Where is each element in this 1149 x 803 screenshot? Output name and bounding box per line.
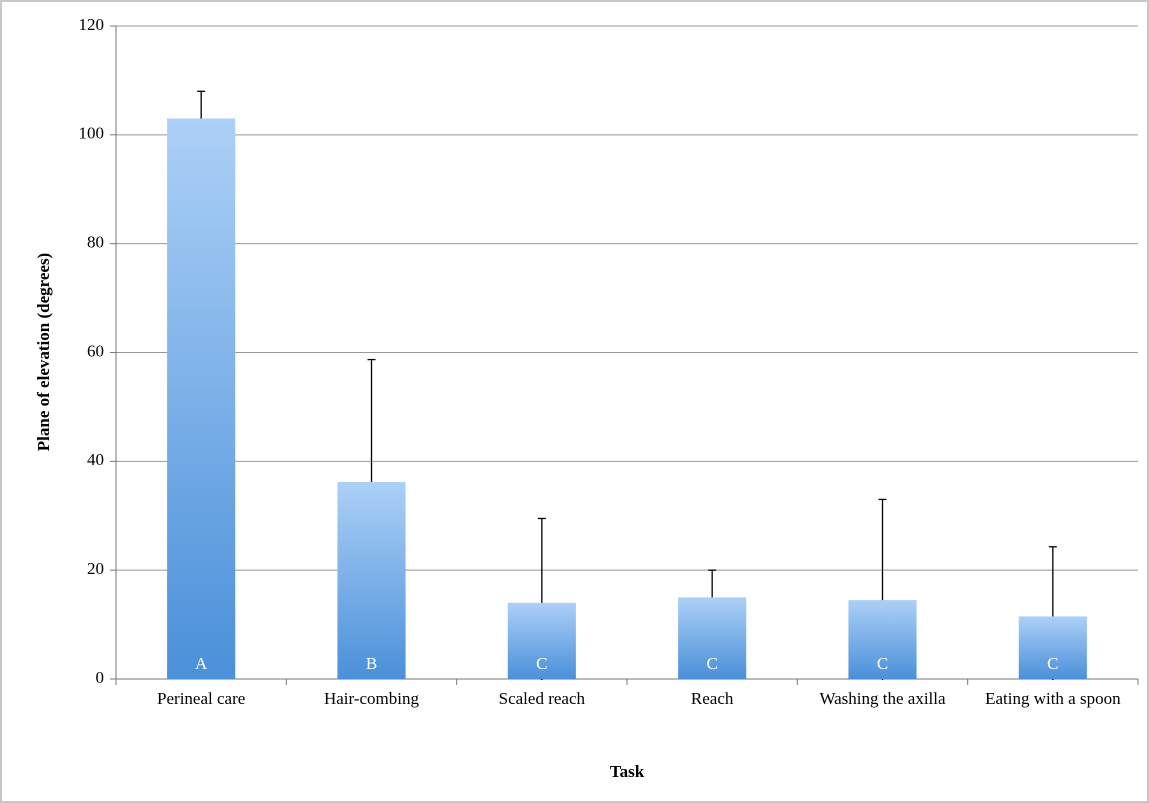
bar-label: C — [706, 654, 717, 673]
x-tick-label-box: Washing the axilla — [819, 689, 946, 708]
bar — [1018, 616, 1087, 679]
bar — [507, 602, 576, 679]
error-bars — [197, 90, 1057, 680]
y-axis-title: Plane of elevation (degrees) — [34, 253, 53, 451]
x-tick-label-box: Scaled reach — [498, 689, 585, 708]
y-tick-label: 80 — [87, 233, 104, 252]
bar — [337, 482, 406, 679]
x-tick-label-box: Hair-combing — [323, 689, 419, 708]
y-tick-label: 100 — [79, 124, 105, 143]
bar-label: C — [1047, 654, 1058, 673]
bar-label: C — [536, 654, 547, 673]
x-tick-label: Scaled reach — [498, 689, 585, 708]
x-tick-label-box: Perineal care — [157, 689, 246, 708]
x-tick-label: Washing the axilla — [819, 689, 946, 708]
y-tick-label: 120 — [79, 15, 105, 34]
bar — [848, 600, 917, 679]
bar-label: C — [877, 654, 888, 673]
x-axis-title: Task — [610, 762, 645, 781]
x-tick-label: Eating with a spoon — [985, 689, 1121, 708]
x-tick-label: Perineal care — [157, 689, 246, 708]
y-tick-label: 60 — [87, 341, 104, 360]
x-tick-label: Hair-combing — [323, 689, 419, 708]
x-tick-label-box: Reach — [690, 689, 734, 708]
bar-label: A — [195, 654, 208, 673]
bar-label: B — [366, 654, 377, 673]
x-tick-label-box: Eating with a spoon — [985, 689, 1121, 708]
y-tick-label: 40 — [87, 450, 104, 469]
y-tick-label: 0 — [96, 668, 105, 687]
bar — [167, 118, 236, 680]
y-tick-label: 20 — [87, 559, 104, 578]
bar — [678, 597, 747, 679]
x-tick-label: Reach — [690, 689, 734, 708]
